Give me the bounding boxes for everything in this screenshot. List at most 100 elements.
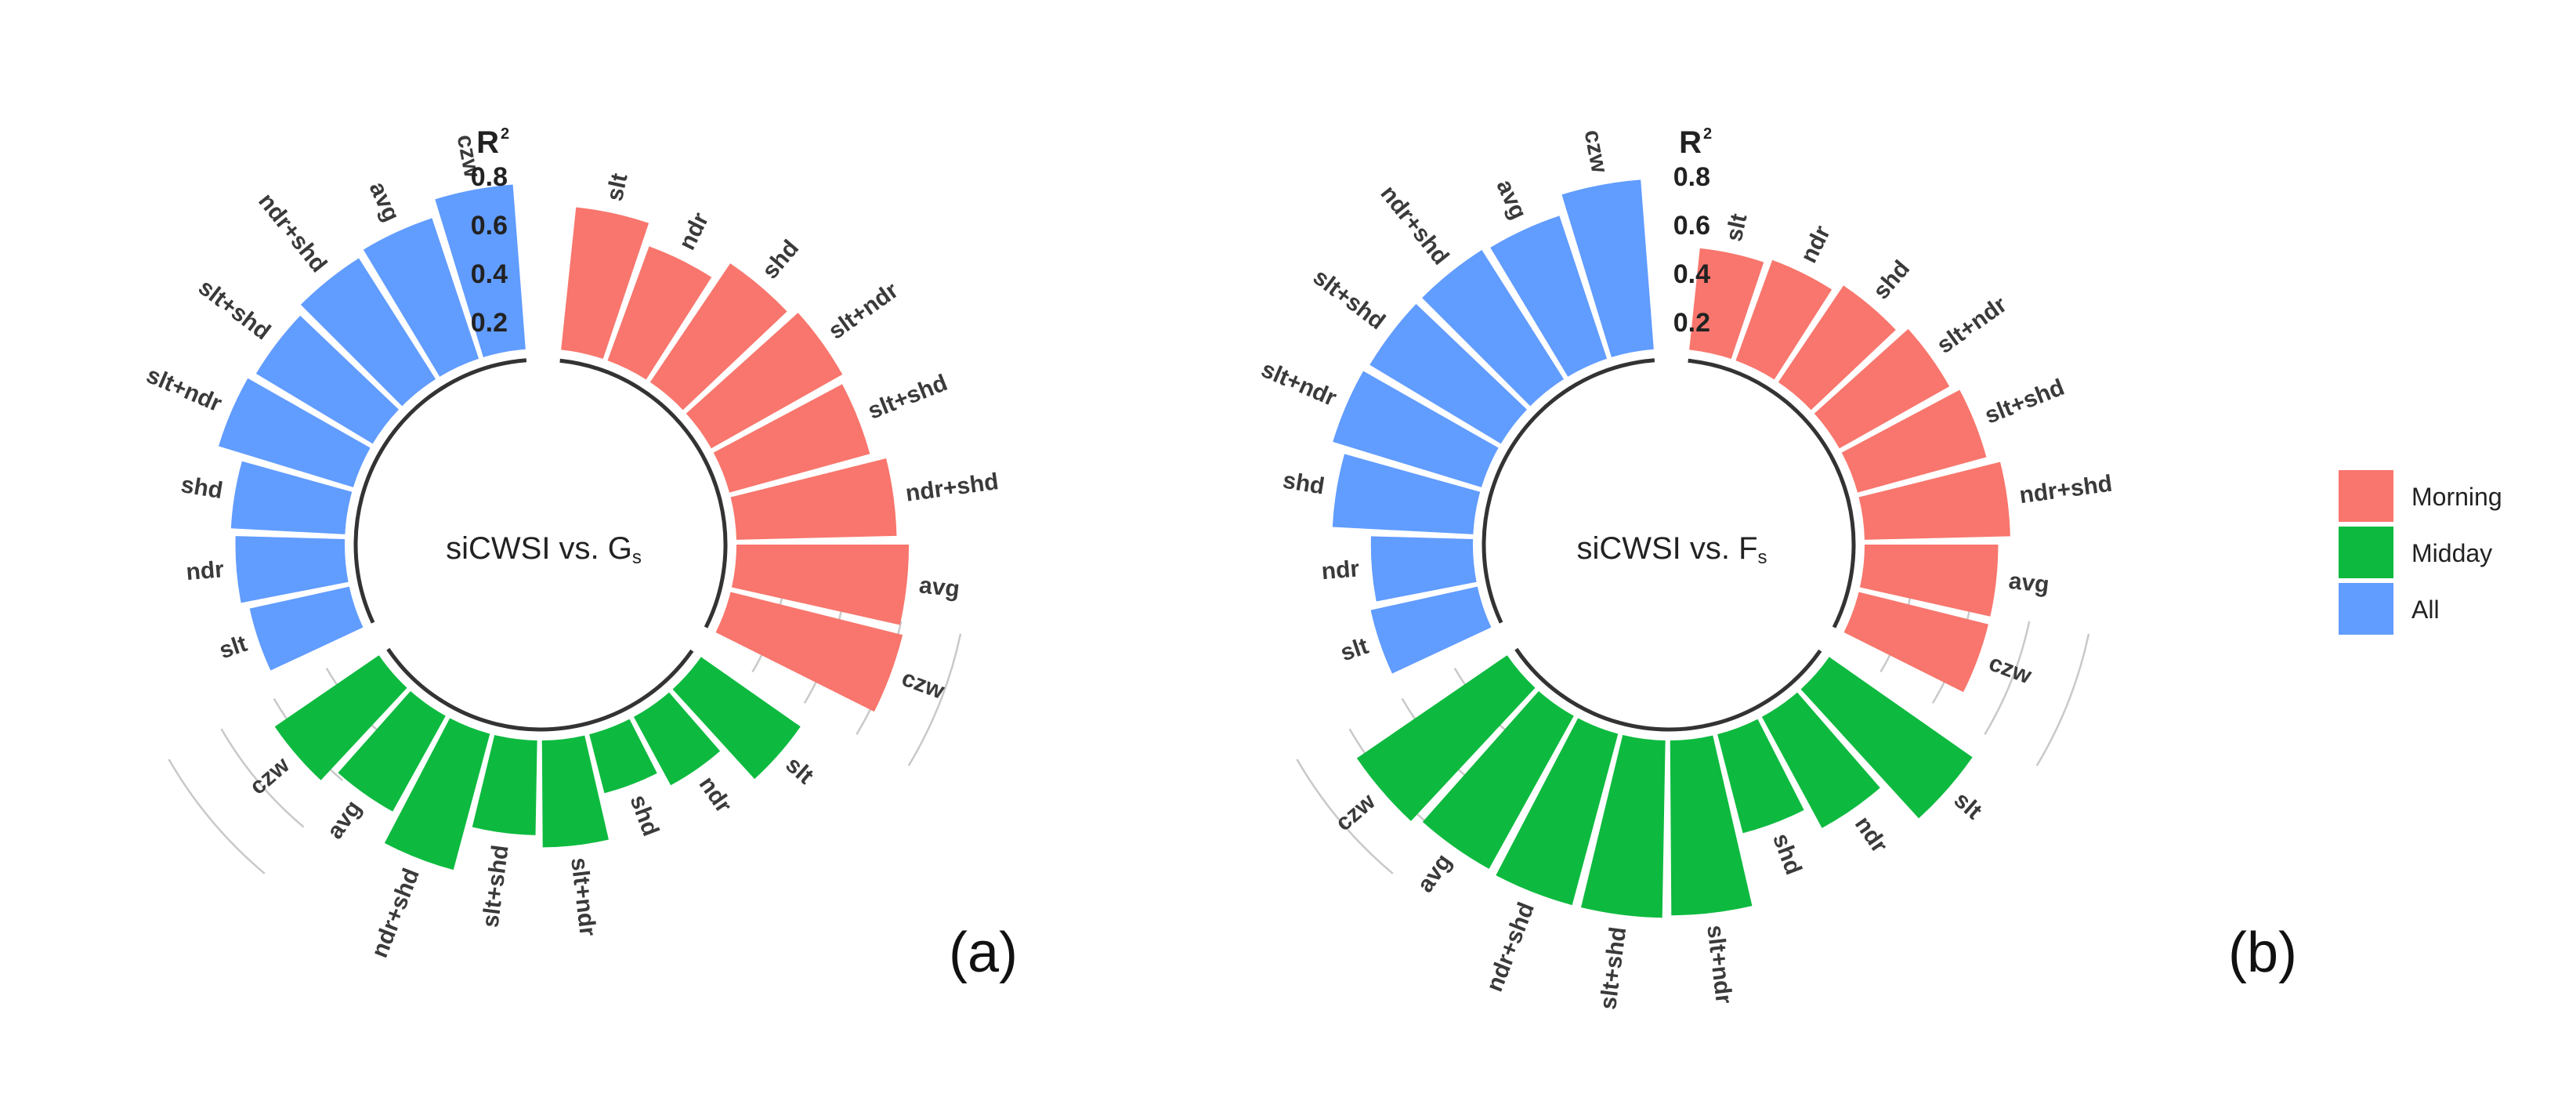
bar-midday-avg [1422, 690, 1574, 869]
bar-label-midday-shd: shd [624, 791, 664, 840]
bar-all-shd [230, 461, 353, 534]
bar-all-slt-shd [255, 315, 399, 444]
bar-all-avg [363, 218, 479, 377]
bar-label-morning-shd: shd [758, 235, 805, 284]
bar-label-midday-ndr-shd: ndr+shd [367, 865, 425, 961]
bar-all-ndr [1370, 536, 1477, 602]
bar-label-midday-ndr: ndr [694, 772, 737, 818]
bar-morning-slt [561, 207, 649, 360]
bar-label-morning-ndr-shd: ndr+shd [904, 469, 1000, 507]
group-baseline-midday [386, 647, 694, 732]
legend: Morning Midday All [2339, 470, 2502, 635]
grid-arc [1296, 758, 1394, 874]
bar-label-midday-czw: czw [1331, 788, 1381, 836]
bar-midday-slt [1800, 657, 1973, 819]
bar-label-midday-slt-shd: slt+shd [477, 843, 513, 929]
panel-label: (b) [2228, 921, 2297, 984]
bar-label-midday-slt: slt [1949, 787, 1987, 824]
legend-swatch-all [2339, 583, 2393, 635]
bar-label-all-czw: czw [1579, 128, 1612, 176]
bar-midday-shd [589, 719, 657, 794]
legend-label-morning: Morning [2411, 483, 2502, 511]
bar-all-slt-shd [1369, 303, 1527, 444]
bar-label-morning-slt-shd: slt+shd [1981, 375, 2068, 429]
bar-label-all-avg: avg [364, 178, 405, 226]
group-baseline-all [353, 358, 527, 624]
bar-midday-slt-ndr [541, 735, 609, 848]
chart-title: siCWSI vs. Fs [1576, 531, 1767, 568]
chart-title-subscript: s [1758, 547, 1767, 568]
chart-title-subscript: s [632, 547, 642, 568]
bar-label-all-slt: slt [216, 631, 251, 664]
bar-morning-ndr [1735, 259, 1833, 380]
bar-label-midday-avg: avg [322, 795, 367, 843]
bar-label-midday-slt-ndr: slt+ndr [1702, 924, 1737, 1005]
bar-label-morning-slt: slt [1721, 212, 1753, 244]
bar-all-czw [1561, 179, 1654, 357]
bar-all-slt-ndr [218, 378, 371, 487]
bar-label-midday-avg: avg [1413, 849, 1457, 897]
bar-morning-czw [715, 592, 903, 712]
bar-label-midday-slt-shd: slt+shd [1595, 925, 1631, 1011]
r-axis-title-superscript: 2 [501, 125, 509, 143]
r-axis-title: R [476, 125, 499, 160]
bar-midday-ndr-shd [384, 718, 490, 871]
bar-midday-ndr [633, 692, 721, 786]
panel-label: (a) [949, 921, 1018, 984]
bar-label-morning-slt-ndr: slt+ndr [1932, 291, 2011, 359]
grid-arc [1984, 621, 2031, 735]
r-axis-tick: 0.6 [1673, 211, 1710, 241]
bar-morning-avg [731, 545, 910, 625]
legend-label-all: All [2411, 596, 2440, 624]
bar-label-midday-ndr: ndr [1850, 812, 1893, 858]
r-axis-tick: 0.2 [471, 308, 508, 338]
bar-all-avg [1490, 215, 1608, 377]
bar-midday-slt-ndr [1670, 735, 1753, 916]
bar-morning-slt [1689, 248, 1764, 360]
bar-all-ndr-shd [1422, 250, 1565, 407]
bar-label-all-slt: slt [1337, 633, 1372, 666]
r-axis-tick: 0.8 [471, 162, 508, 192]
bar-label-all-slt-shd: slt+shd [194, 274, 275, 345]
bar-morning-slt-ndr [1814, 328, 1950, 449]
grid-arc [168, 758, 266, 874]
bar-morning-ndr-shd [1858, 462, 2010, 540]
grid-arc [220, 728, 305, 828]
bar-morning-ndr-shd [730, 458, 897, 540]
bar-label-morning-ndr: ndr [1796, 222, 1836, 267]
bar-label-morning-shd: shd [1869, 255, 1916, 304]
grid-arc [907, 633, 962, 766]
bar-label-morning-slt-shd: slt+shd [864, 370, 951, 425]
grid-arc [2035, 633, 2090, 766]
bar-morning-slt-shd [1841, 389, 1987, 493]
bar-label-midday-slt: slt [780, 751, 818, 789]
bar-label-all-ndr-shd: ndr+shd [1375, 181, 1453, 270]
bar-morning-ndr [607, 246, 712, 380]
bar-all-ndr [235, 536, 349, 603]
r-axis-title-superscript: 2 [1703, 125, 1712, 143]
bar-label-all-ndr: ndr [185, 556, 225, 585]
bar-morning-avg [1859, 545, 1999, 617]
bar-midday-ndr [1761, 692, 1880, 828]
bar-label-all-ndr-shd: ndr+shd [253, 188, 331, 277]
r-axis-tick: 0.8 [1673, 162, 1710, 192]
bar-all-slt-ndr [1333, 371, 1499, 487]
r-axis-title: R [1679, 125, 1702, 160]
bar-morning-czw [1843, 592, 1989, 693]
bar-all-ndr-shd [300, 258, 436, 407]
bar-label-morning-slt-ndr: slt+ndr [824, 277, 903, 345]
bar-midday-ndr-shd [1496, 718, 1619, 906]
bar-label-all-slt-ndr: slt+ndr [143, 362, 226, 417]
chart-title: siCWSI vs. Gs [446, 531, 642, 568]
legend-label-midday: Midday [2411, 539, 2492, 567]
legend-swatch-morning [2339, 470, 2393, 522]
bar-midday-czw [274, 655, 407, 780]
bar-morning-shd [649, 263, 787, 411]
bar-morning-slt-ndr [686, 313, 843, 449]
bar-all-czw [435, 184, 526, 357]
r-axis-tick: 0.2 [1673, 308, 1710, 338]
bar-label-midday-slt-ndr: slt+ndr [566, 856, 601, 938]
r-axis-tick: 0.4 [1673, 259, 1710, 289]
bar-label-all-shd: shd [179, 472, 225, 504]
